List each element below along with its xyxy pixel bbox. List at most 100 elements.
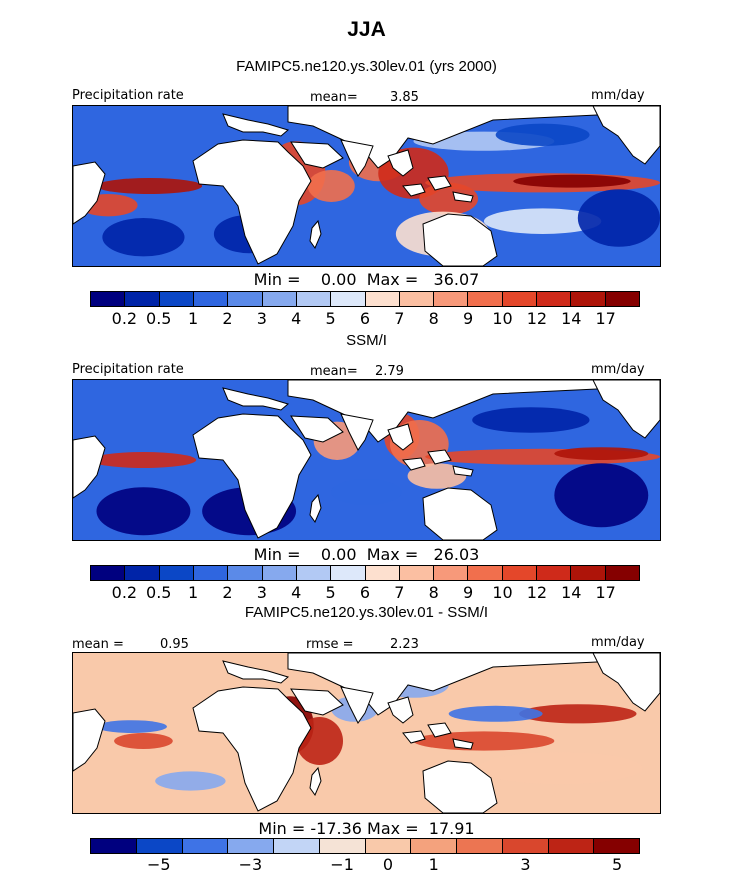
precip-feature <box>472 407 590 433</box>
precip-feature <box>483 208 602 234</box>
panel1-mean-label: mean= <box>310 90 358 105</box>
colorbar-swatch <box>434 566 469 580</box>
panel3-min-value: -17.36 <box>310 819 362 838</box>
colorbar-swatch <box>399 566 435 580</box>
precip-feature <box>495 123 590 146</box>
colorbar-tick-label: 1 <box>188 583 199 602</box>
continent-india <box>340 413 374 451</box>
colorbar-swatch <box>468 566 503 580</box>
colorbar-swatch <box>91 292 126 306</box>
colorbar-swatch <box>159 292 194 306</box>
colorbar-tick-label: 1 <box>188 309 199 328</box>
panel3-title: FAMIPC5.ne120.ys.30lev.01 - SSM/I <box>244 604 489 621</box>
panel2-title: SSM/I <box>346 332 387 349</box>
panel3-map <box>72 652 661 814</box>
continent-arabia <box>290 688 344 716</box>
panel2-mean-value: 2.79 <box>375 364 404 379</box>
panel1-min-value: 0.00 <box>320 270 357 289</box>
panel2-stats: Min = 0.00 Max = 26.03 <box>0 545 733 564</box>
colorbar-swatch <box>548 839 595 853</box>
colorbar-tick-label: 0.2 <box>111 309 138 328</box>
colorbar-tick-label: 3 <box>256 583 267 602</box>
continent-indochina <box>387 696 414 724</box>
colorbar-tick-label: 17 <box>595 309 616 328</box>
colorbar-swatch <box>365 566 400 580</box>
panel2-min-value: 0.00 <box>320 545 357 564</box>
precip-feature <box>448 705 543 722</box>
continent-europe <box>222 387 290 411</box>
precip-feature <box>114 733 173 749</box>
precip-feature <box>96 487 191 536</box>
colorbar-swatch <box>537 292 572 306</box>
continent-maritime <box>402 449 474 477</box>
precip-feature <box>554 447 649 460</box>
panel3-max-label: Max = <box>367 819 419 838</box>
colorbar-tick-label: 8 <box>428 309 439 328</box>
continent-americas <box>592 106 660 165</box>
colorbar-swatch <box>159 566 194 580</box>
colorbar-tick-label: 5 <box>611 855 623 874</box>
continent-africa <box>192 686 312 812</box>
panel2-mean-label: mean= <box>310 364 358 379</box>
colorbar-swatch <box>125 566 160 580</box>
continent-india <box>340 686 374 724</box>
colorbar-tick-label: 0 <box>382 855 393 874</box>
panel1-map <box>72 105 661 267</box>
panel3-colorbar <box>90 838 640 854</box>
panel3-min-label: Min = <box>258 819 306 838</box>
colorbar-tick-label: −5 <box>146 855 171 874</box>
continent-americas <box>592 653 660 712</box>
colorbar-tick-label: 2 <box>222 309 233 328</box>
continent-madagascar <box>309 219 322 250</box>
colorbar-swatch <box>125 292 160 306</box>
panel3-stats: Min = -17.36 Max = 17.91 <box>0 819 733 838</box>
continent-south-america <box>73 435 106 499</box>
colorbar-swatch <box>468 292 503 306</box>
precip-feature <box>513 174 631 188</box>
colorbar-swatch <box>537 566 572 580</box>
colorbar-tick-label: 6 <box>359 309 371 328</box>
colorbar-tick-label: 0.5 <box>146 583 172 602</box>
colorbar-swatch <box>331 292 366 306</box>
panel1-mean-value: 3.85 <box>390 90 419 105</box>
panel1-colorbar-ticks: 0.2 0.5 1 2 3 4 5 6 7 8 9 10 12 14 17 <box>90 309 640 328</box>
panel3-max-value: 17.91 <box>428 819 475 838</box>
colorbar-tick-label: 9 <box>463 309 474 328</box>
precip-feature <box>90 452 197 468</box>
continent-india <box>340 139 374 177</box>
colorbar-swatch <box>262 566 297 580</box>
colorbar-tick-label: 5 <box>325 583 336 602</box>
colorbar-swatch <box>262 292 297 306</box>
continent-africa <box>192 413 312 539</box>
panel2-units: mm/day <box>591 362 645 377</box>
continent-south-america <box>73 708 106 772</box>
colorbar-swatch <box>502 292 538 306</box>
colorbar-swatch <box>91 566 126 580</box>
precip-feature <box>519 704 637 724</box>
panel3-map-svg <box>73 653 660 813</box>
colorbar-tick-label: 10 <box>492 309 513 328</box>
colorbar-swatch <box>365 292 400 306</box>
continent-australia <box>422 487 498 540</box>
continent-indochina <box>387 149 414 177</box>
panel3-rmse-value: 2.23 <box>390 637 419 652</box>
colorbar-tick-label: 2 <box>222 583 233 602</box>
continent-madagascar <box>309 766 322 797</box>
panel2-map <box>72 379 661 541</box>
panel1-stats: Min = 0.00 Max = 36.07 <box>0 270 733 289</box>
continent-americas <box>592 380 660 439</box>
precip-feature <box>307 170 355 202</box>
panel1-map-svg <box>73 106 660 266</box>
colorbar-tick-label: 14 <box>561 583 582 602</box>
colorbar-tick-label: 12 <box>526 583 548 602</box>
colorbar-tick-label: 9 <box>463 583 474 602</box>
colorbar-tick-label: 17 <box>595 583 616 602</box>
colorbar-swatch <box>91 839 137 853</box>
colorbar-swatch <box>228 839 274 853</box>
continent-arabia <box>290 141 344 169</box>
panel1-variable: Precipitation rate <box>72 88 184 103</box>
colorbar-tick-label: −1 <box>330 855 354 874</box>
panel1-min-label: Min = <box>253 270 301 289</box>
panel1-units: mm/day <box>591 88 645 103</box>
colorbar-swatch <box>594 839 639 853</box>
